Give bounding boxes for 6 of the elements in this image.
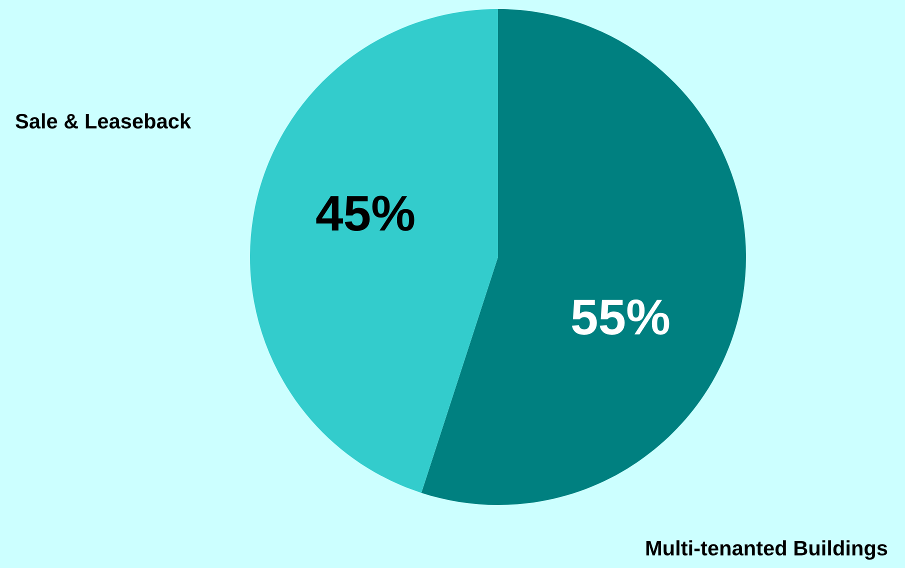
pie-slice xyxy=(421,9,746,505)
data-label: 45% xyxy=(316,196,414,232)
pie-slice xyxy=(250,9,498,493)
slice-label: Multi-tenanted Buildings xyxy=(646,540,888,560)
slice-label: Sale & Leaseback xyxy=(16,113,192,129)
data-label: 55% xyxy=(572,300,670,335)
